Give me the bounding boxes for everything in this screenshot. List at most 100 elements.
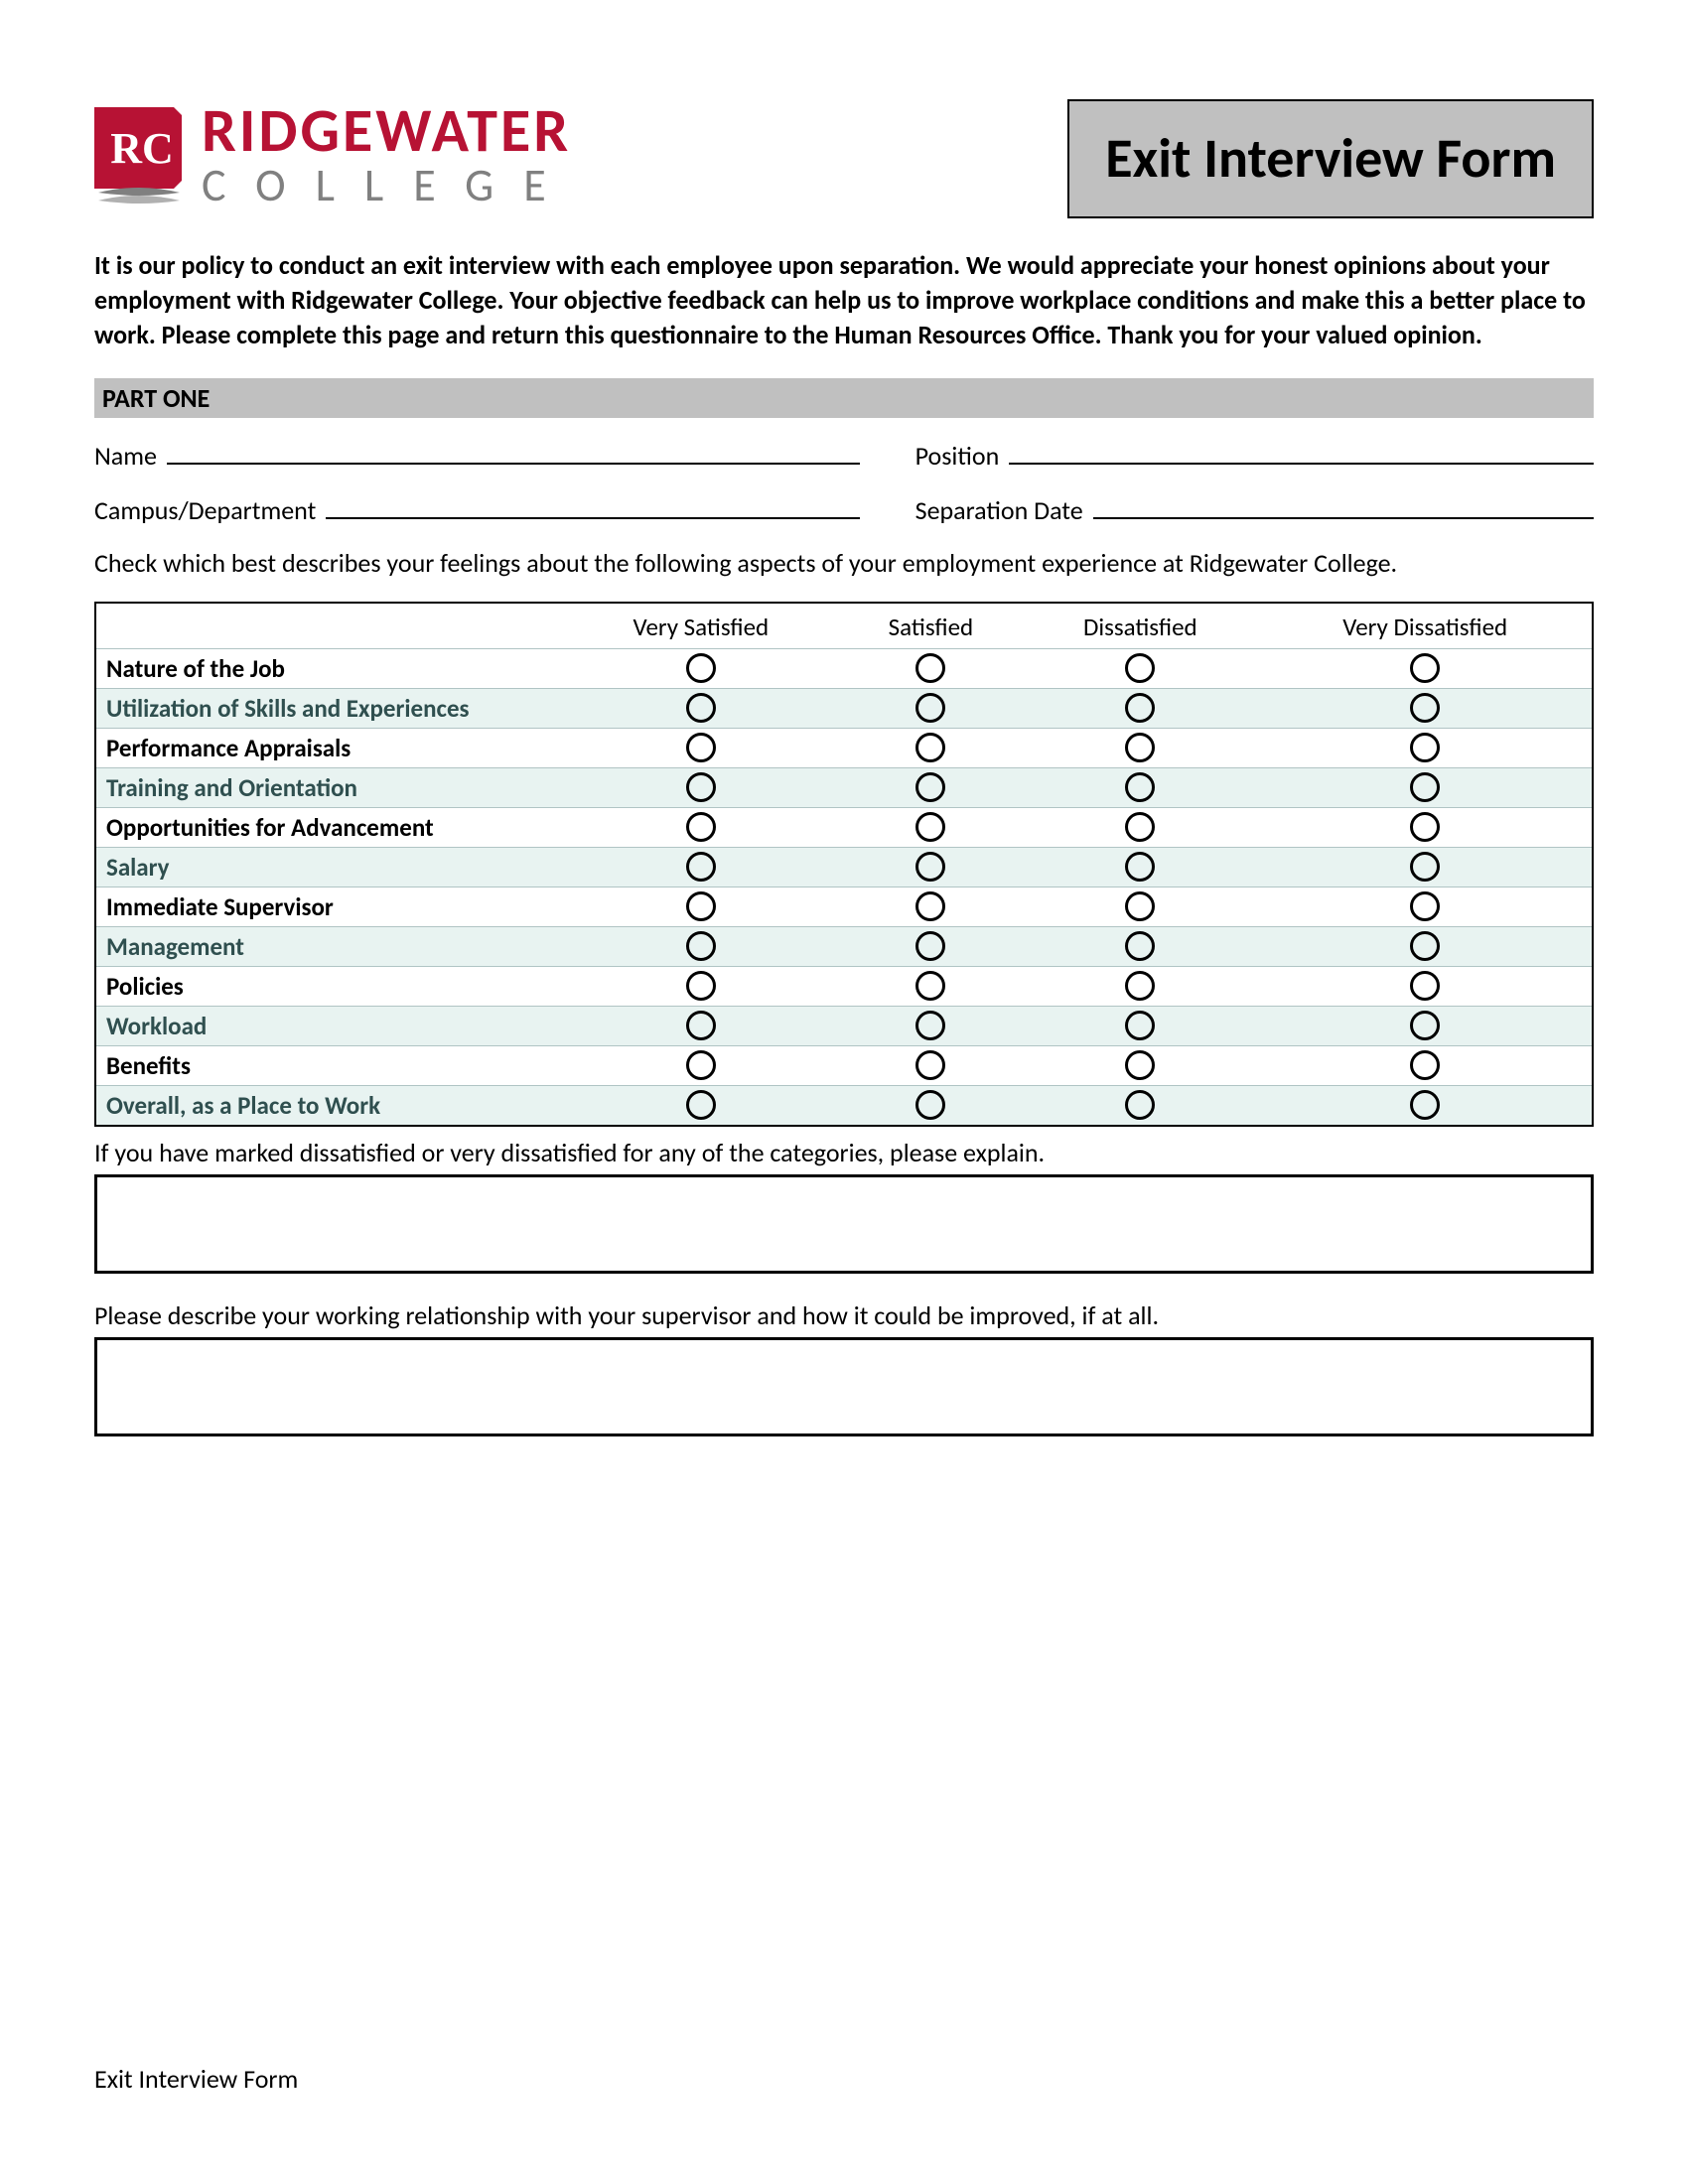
rating-cell xyxy=(1258,1085,1593,1126)
radio-circle[interactable] xyxy=(686,1011,716,1040)
radio-circle[interactable] xyxy=(1125,653,1155,683)
position-input-line[interactable] xyxy=(1009,436,1594,465)
radio-circle[interactable] xyxy=(1125,931,1155,961)
aspect-label: Immediate Supervisor xyxy=(95,887,562,926)
radio-circle[interactable] xyxy=(915,653,945,683)
radio-circle[interactable] xyxy=(915,931,945,961)
rating-row: Management xyxy=(95,926,1593,966)
radio-circle[interactable] xyxy=(686,1090,716,1120)
rating-cell xyxy=(840,728,1022,767)
radio-circle[interactable] xyxy=(686,931,716,961)
radio-circle[interactable] xyxy=(1410,852,1440,882)
rating-cell xyxy=(1022,648,1258,688)
radio-circle[interactable] xyxy=(686,891,716,921)
rating-cell xyxy=(1258,688,1593,728)
radio-circle[interactable] xyxy=(1125,1090,1155,1120)
radio-circle[interactable] xyxy=(1125,852,1155,882)
radio-circle[interactable] xyxy=(915,812,945,842)
name-input-line[interactable] xyxy=(167,436,860,465)
radio-circle[interactable] xyxy=(1410,653,1440,683)
rating-cell xyxy=(840,807,1022,847)
rating-row: Salary xyxy=(95,847,1593,887)
rating-cell xyxy=(1258,1045,1593,1085)
rating-cell xyxy=(1258,648,1593,688)
aspect-label: Nature of the Job xyxy=(95,648,562,688)
radio-circle[interactable] xyxy=(1410,1011,1440,1040)
radio-circle[interactable] xyxy=(915,693,945,723)
rating-cell xyxy=(1258,807,1593,847)
radio-circle[interactable] xyxy=(915,1090,945,1120)
rating-header-row: Very Satisfied Satisfied Dissatisfied Ve… xyxy=(95,603,1593,649)
name-label: Name xyxy=(94,440,157,472)
radio-circle[interactable] xyxy=(1410,971,1440,1001)
rating-cell xyxy=(840,887,1022,926)
radio-circle[interactable] xyxy=(1410,891,1440,921)
rating-row: Utilization of Skills and Experiences xyxy=(95,688,1593,728)
radio-circle[interactable] xyxy=(1410,812,1440,842)
rating-row: Workload xyxy=(95,1006,1593,1045)
rating-row: Performance Appraisals xyxy=(95,728,1593,767)
radio-circle[interactable] xyxy=(1410,772,1440,802)
radio-circle[interactable] xyxy=(1125,693,1155,723)
rating-cell xyxy=(1022,1085,1258,1126)
radio-circle[interactable] xyxy=(915,733,945,762)
radio-circle[interactable] xyxy=(1410,733,1440,762)
aspect-label: Policies xyxy=(95,966,562,1006)
rating-cell xyxy=(1022,807,1258,847)
header-row: RC RIDGEWATER COLLEGE Exit Interview For… xyxy=(94,99,1594,218)
radio-circle[interactable] xyxy=(1125,812,1155,842)
rating-cell xyxy=(1258,1006,1593,1045)
separation-date-input-line[interactable] xyxy=(1093,491,1594,520)
radio-circle[interactable] xyxy=(915,852,945,882)
radio-circle[interactable] xyxy=(1125,891,1155,921)
rating-cell xyxy=(562,648,840,688)
logo-block: RC RIDGEWATER COLLEGE xyxy=(94,99,1038,208)
col-very-satisfied: Very Satisfied xyxy=(562,603,840,649)
radio-circle[interactable] xyxy=(686,1050,716,1080)
radio-circle[interactable] xyxy=(1125,971,1155,1001)
radio-circle[interactable] xyxy=(1125,772,1155,802)
rating-cell xyxy=(840,966,1022,1006)
radio-circle[interactable] xyxy=(686,971,716,1001)
radio-circle[interactable] xyxy=(686,812,716,842)
aspect-label: Benefits xyxy=(95,1045,562,1085)
campus-dept-input-line[interactable] xyxy=(326,491,859,520)
rating-cell xyxy=(562,887,840,926)
radio-circle[interactable] xyxy=(915,1011,945,1040)
rating-cell xyxy=(562,807,840,847)
aspect-label: Salary xyxy=(95,847,562,887)
radio-circle[interactable] xyxy=(686,693,716,723)
radio-circle[interactable] xyxy=(686,653,716,683)
explain1-box[interactable] xyxy=(94,1174,1594,1274)
field-position: Position xyxy=(915,436,1594,472)
radio-circle[interactable] xyxy=(1410,693,1440,723)
radio-circle[interactable] xyxy=(1410,931,1440,961)
radio-circle[interactable] xyxy=(686,772,716,802)
field-separation-date: Separation Date xyxy=(915,491,1594,527)
rating-row: Nature of the Job xyxy=(95,648,1593,688)
radio-circle[interactable] xyxy=(915,971,945,1001)
radio-circle[interactable] xyxy=(1125,733,1155,762)
rating-cell xyxy=(840,648,1022,688)
rating-cell xyxy=(1258,966,1593,1006)
rating-instruction: Check which best describes your feelings… xyxy=(94,546,1594,581)
radio-circle[interactable] xyxy=(915,891,945,921)
rating-cell xyxy=(562,1085,840,1126)
explain2-box[interactable] xyxy=(94,1337,1594,1436)
rating-table: Very Satisfied Satisfied Dissatisfied Ve… xyxy=(94,602,1594,1127)
radio-circle[interactable] xyxy=(915,772,945,802)
col-satisfied: Satisfied xyxy=(840,603,1022,649)
radio-circle[interactable] xyxy=(686,852,716,882)
rating-cell xyxy=(840,926,1022,966)
rating-row: Overall, as a Place to Work xyxy=(95,1085,1593,1126)
radio-circle[interactable] xyxy=(1410,1050,1440,1080)
col-very-dissatisfied: Very Dissatisfied xyxy=(1258,603,1593,649)
radio-circle[interactable] xyxy=(1125,1050,1155,1080)
radio-circle[interactable] xyxy=(915,1050,945,1080)
radio-circle[interactable] xyxy=(686,733,716,762)
rating-cell xyxy=(840,1045,1022,1085)
rating-cell xyxy=(840,1006,1022,1045)
radio-circle[interactable] xyxy=(1410,1090,1440,1120)
radio-circle[interactable] xyxy=(1125,1011,1155,1040)
logo-badge-icon: RC xyxy=(94,99,184,208)
